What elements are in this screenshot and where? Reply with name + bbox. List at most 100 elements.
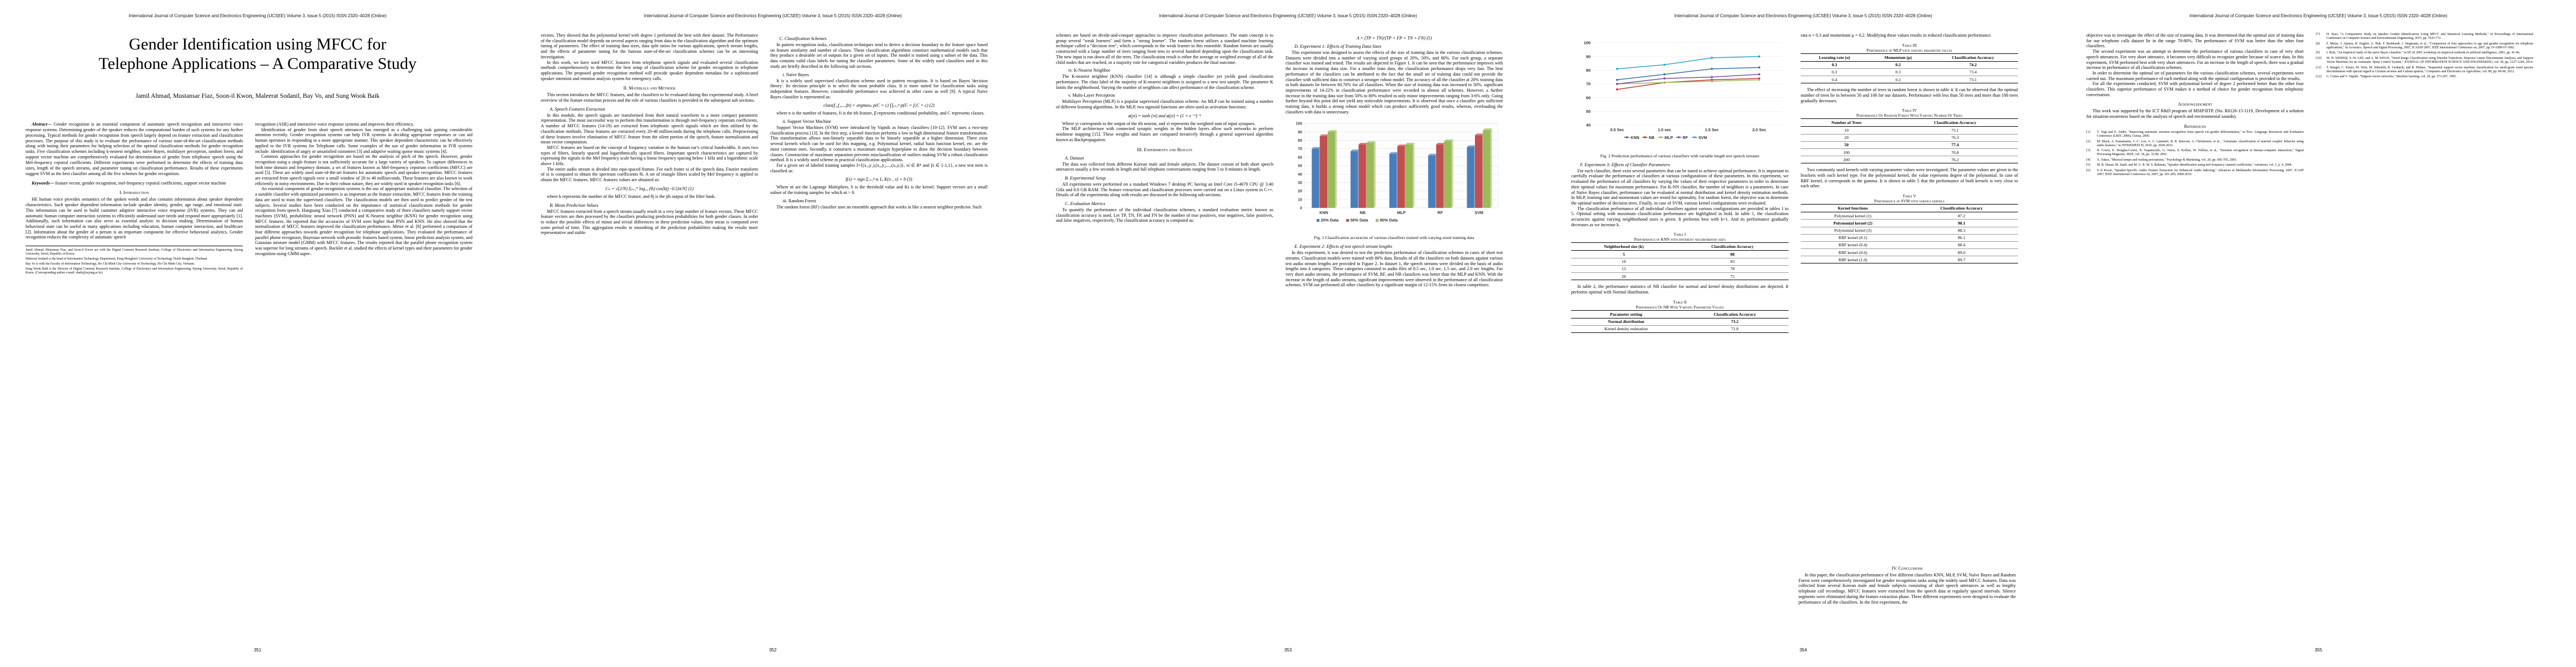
table-5: Table V Performance of SVM with various … (1801, 194, 2018, 264)
section-materials-methods: II. Materials and Methods (623, 86, 676, 91)
table-cell: 74.2 (1928, 61, 2018, 69)
subsubsection-random-forest: iii. Random Forest (783, 198, 816, 203)
page3-col-left: schemes are based on divide-and-conquer … (1056, 33, 1273, 288)
table-row: Polynomial kernel (1) 87.2 (1801, 212, 2018, 220)
reference-number: [3] (2086, 149, 2090, 153)
svg-text:1.0 sec: 1.0 sec (1658, 127, 1671, 132)
reference-text: M. H. SIDDIQI, S.-W. LEE, and A. M. KHAN… (2326, 56, 2533, 64)
table-row: 0.4 0.2 73.1 (1801, 76, 2018, 84)
footnotes: Jamil Ahmad, Mustansar Fiaz, and Soon-il… (26, 246, 243, 275)
svg-text:20: 20 (1298, 190, 1302, 194)
author-list: Jamil Ahmad, Mustansar Fiaz, Soon-il Kwo… (136, 92, 380, 99)
svg-text:10: 10 (1298, 198, 1302, 202)
table-cell: 89.0 (1905, 248, 2018, 257)
para: An essential component of gender recogni… (255, 186, 472, 256)
page-number: 354 (1799, 648, 1807, 653)
page-number: 353 (1284, 648, 1292, 653)
reference-number: [9] (2316, 51, 2320, 55)
table-4-title: Performance Of Random Forest With Varyin… (1856, 113, 1962, 118)
table-cell: Polynomial kernel (1) (1801, 212, 1905, 220)
para: MFCC features are based on the concept o… (541, 145, 758, 167)
para: The MLP architecture with connected syna… (1056, 126, 1273, 142)
reference-number: [7] (2316, 33, 2320, 36)
table-row: 15 78 (1571, 265, 1788, 273)
svg-text:RF: RF (1438, 210, 1443, 215)
page5-col-left: objective was to investigate the effect … (2086, 33, 2304, 178)
table-5-title: Performance of SVM with various kernels (1874, 199, 1945, 204)
journal-header: International Journal of Computer Scienc… (2189, 13, 2448, 18)
svg-text:80% Data: 80% Data (1380, 218, 1398, 223)
table-cell: 10 (1571, 258, 1677, 266)
table-cell: 73.1 (1928, 76, 2018, 84)
table-cell: 78 (1676, 265, 1788, 273)
table-cell: 100 (1801, 148, 1892, 157)
equation-4: ø(yi) = tanh (vi) and ø(yi) = (1 + e⁻ᵛⁱ)… (1128, 113, 1201, 118)
list-item: [5] M. R. Hasan, M. Jamil, and M. G. R. M… (2086, 163, 2304, 167)
svg-text:90: 90 (1586, 54, 1591, 59)
table-cell: 76.3 (1892, 134, 2018, 142)
subsubsection-knn: iv. K-Nearest Neighbor (1068, 68, 1110, 73)
table-header-cell: Classification Accuracy (1928, 53, 2018, 62)
table-row: 100 76.8 (1801, 148, 2018, 157)
page-3: International Journal of Computer Scienc… (1030, 0, 1546, 667)
svg-text:80: 80 (1586, 68, 1591, 73)
table-cell: 0.3 (1801, 68, 1869, 77)
table-5-number: Table V (1902, 194, 1916, 199)
list-item: [6] S.-il Kwon, "Speaker-Specific Audio F… (2086, 169, 2304, 177)
table-header-cell: Classification Accuracy (1905, 204, 2018, 213)
para: Support Vector Machines (SVM) were intro… (770, 125, 988, 163)
table-row: 20 76.3 (1801, 134, 2018, 142)
svg-text:60: 60 (1586, 95, 1591, 100)
table-2: Table II Performance Of NB With Varying … (1571, 300, 1788, 334)
svg-text:20% Data: 20% Data (1321, 218, 1339, 223)
equation-5: A = (TP + TN)/(TP + FP + TN + FN) (5) (1356, 36, 1432, 41)
reference-list: [1] T. Vogt and E. André, "Improving auto… (2086, 131, 2304, 177)
svg-text:MLP: MLP (1397, 210, 1406, 215)
para: objective was to investigate the effect … (2086, 33, 2304, 49)
page4-col-right: rata α = 0.3 and momentum μ = 0.2. Modif… (1801, 33, 2018, 337)
reference-text: I. Rish, "An empirical study of the naiv… (2326, 51, 2520, 55)
title-line-2: Telephone Applications – A Comparative S… (98, 54, 417, 73)
para: The data was collected from different Ko… (1056, 161, 1273, 172)
table-row: 5 88 (1571, 250, 1788, 258)
equation-1: Cₖ = √(2/N) Σⱼ₌₁ᴺ log₁₀ (θⱼ) cos[k(j−0.5… (605, 186, 694, 191)
para: For each classifier, there exist several… (1571, 168, 1788, 206)
table-2-title: Performance Of NB With Varying Parameter… (1636, 305, 1724, 310)
reference-text: H. Xiao, "A Comparative Study on Speaker… (2326, 33, 2533, 41)
table-cell: 200 (1801, 156, 1892, 164)
table-cell: 5 (1571, 250, 1677, 258)
svg-text:90: 90 (1298, 131, 1302, 135)
page1-col-left: Abstract— Gender recognition is an essen… (26, 122, 243, 276)
table-cell: 73.4 (1928, 68, 2018, 77)
table-3-title: Performance of MLP with varying paramete… (1866, 48, 1952, 53)
reference-list-continued: [7] H. Xiao, "A Comparative Study on Spea… (2316, 33, 2533, 79)
list-item: [11] T. Rangel, C. Kimer, M. Weis, M. Sök… (2316, 66, 2533, 74)
para: The classification performance of all in… (1571, 206, 1788, 227)
table-1: Table I Performance of KNN with differen… (1571, 232, 1788, 281)
svg-text:60: 60 (1298, 156, 1302, 160)
para: schemes are based on divide-and-conquer … (1056, 33, 1273, 65)
journal-header: International Journal of Computer Scienc… (644, 13, 902, 18)
equation-3: f(x) = sign Σᵢ₌₁ⁿ αᵢ Lᵢ K(xᵢ , x) + b (3… (845, 177, 913, 182)
para: In this work, we have used MFCC features… (541, 59, 758, 81)
table-cell: 88 (1676, 250, 1788, 258)
table-cell: Polynomial kernel (3) (1801, 227, 1905, 235)
list-item: [4] A. Oakes, "Musical tempo and waiting … (2086, 158, 2304, 162)
table-3-caption: Table III Performance of MLP with varyin… (1801, 43, 2018, 53)
subsection-evaluation-metrics: C. Evaluation Metrics (1065, 201, 1105, 207)
table-5-caption: Table V Performance of SVM with various … (1801, 194, 2018, 204)
reference-number: [8] (2316, 42, 2320, 46)
svg-text:80: 80 (1298, 139, 1302, 143)
para: This section introduces the MFCC feature… (541, 92, 758, 103)
table-cell: 86.1 (1905, 234, 2018, 242)
para: For a given set of labeled training samp… (770, 162, 988, 173)
reference-number: [12] (2316, 75, 2321, 79)
table-4-grid: Number of Trees Classification Accuracy … (1801, 118, 2018, 164)
reference-number: [4] (2086, 158, 2090, 162)
keywords-text: feature vector, gender recognition, mel-… (54, 180, 226, 186)
svg-text:50: 50 (1298, 165, 1302, 168)
table-cell: 20 (1801, 134, 1892, 142)
table-1-number: Table I (1673, 232, 1686, 237)
table-4-number: Table IV (1902, 108, 1917, 113)
